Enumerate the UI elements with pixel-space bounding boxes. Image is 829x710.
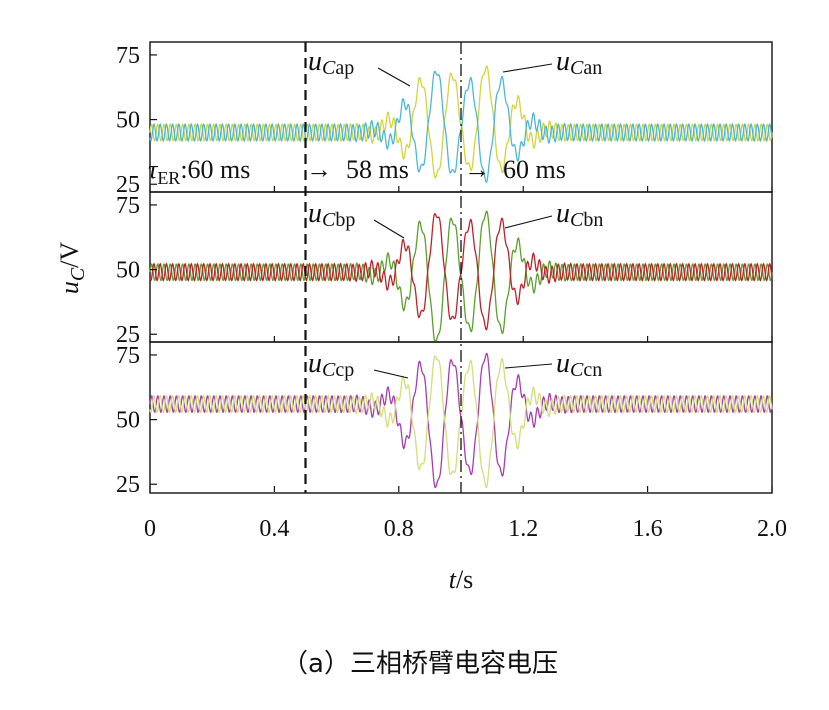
arrow-1: → [306,155,332,184]
y-tick-label: 75 [116,343,140,369]
label-leader [373,369,409,379]
y-tick-label: 25 [116,322,140,348]
y-tick-label: 50 [116,108,140,134]
event-lines [304,42,462,493]
x-axis-label: t/s [449,565,474,594]
tau-annotation: τER:60 ms → 58 ms → 60 ms [148,155,566,188]
svg-text:τER:60 ms: τER:60 ms [148,155,250,188]
series-label-Ccp: uCcp [308,348,354,381]
x-tick-label: 1.2 [508,516,538,542]
series-label-Can: uCan [556,46,602,79]
label-leader [377,67,411,87]
series-label-Cbp: uCbp [308,198,355,231]
series-line-Cbp [149,210,773,342]
y-tick-label: 50 [116,258,140,284]
series-label-Ccn: uCcn [556,348,602,381]
x-tick-label: 1.6 [633,516,663,542]
label-leader [502,63,553,73]
tau-subscript: ER [157,168,180,188]
tau-symbol: τ [148,155,159,184]
y-tick-label: 25 [116,472,140,498]
tau-value-1: :60 ms [180,155,250,184]
label-leader [504,363,553,369]
y-tick-label: 50 [116,408,140,434]
series-labels: uCap uCan uCbp uCbn uCcp uCcn [308,46,603,381]
series-label-Cbn: uCbn [556,198,603,231]
x-tick-label: 0 [144,516,156,542]
y-tick-label: 75 [116,43,140,69]
tau-value-3: 60 ms [503,155,566,184]
y-tick-label: 75 [116,193,140,219]
label-leader [504,215,553,229]
y-axis-label: uC/V [55,242,89,295]
x-tick-label: 2.0 [757,516,787,542]
figure-caption: （a）三相桥臂电容电压 [282,649,558,679]
x-tick-label: 0.8 [384,516,414,542]
x-tick-label: 0.4 [259,516,289,542]
series-label-Cap: uCap [308,46,354,79]
label-leader [373,219,405,239]
x-ticks: 0 0.4 0.8 1.2 1.6 2.0 [144,186,787,542]
y-tick-label: 25 [116,172,140,198]
arrow-2: → [464,155,490,184]
tau-value-2: 58 ms [346,155,409,184]
